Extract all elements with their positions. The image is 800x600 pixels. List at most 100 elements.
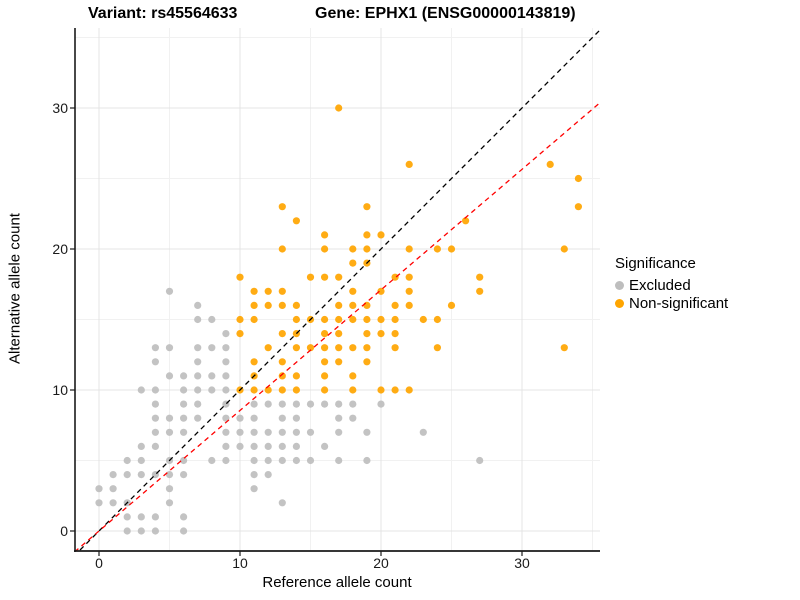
data-point	[292, 400, 300, 408]
data-point	[250, 301, 258, 309]
variant-title: Variant: rs45564633	[88, 5, 238, 22]
data-point	[321, 315, 329, 324]
data-point	[405, 160, 413, 168]
data-point	[321, 231, 329, 239]
legend-label-non-significant: Non-significant	[629, 294, 729, 312]
reference-lines	[75, 29, 600, 551]
data-point	[264, 400, 272, 408]
y-tick-label-20: 20	[52, 241, 68, 257]
data-point	[194, 358, 202, 366]
data-point	[292, 414, 300, 422]
data-point	[250, 315, 258, 324]
data-point	[405, 273, 413, 281]
data-point	[574, 203, 583, 211]
data-point	[377, 287, 385, 295]
data-point	[222, 442, 230, 450]
data-point	[222, 414, 230, 422]
data-point	[123, 513, 131, 521]
series-non-significant	[236, 104, 583, 394]
data-point	[476, 273, 484, 281]
data-point	[222, 456, 230, 465]
data-point	[250, 358, 258, 366]
data-point	[405, 287, 413, 295]
data-point	[194, 301, 202, 309]
data-point	[560, 344, 568, 352]
y-axis-title: Alternative allele count	[6, 213, 24, 364]
data-point	[151, 386, 159, 394]
data-point	[335, 273, 343, 281]
y-tick-label-10: 10	[52, 382, 68, 398]
data-point	[250, 485, 258, 493]
data-point	[236, 330, 244, 338]
data-point	[137, 527, 145, 535]
data-point	[405, 301, 413, 309]
data-point	[377, 315, 385, 324]
data-point	[292, 301, 300, 309]
data-point	[180, 428, 188, 436]
data-point	[377, 386, 385, 394]
data-point	[405, 245, 413, 253]
data-point	[419, 315, 427, 324]
data-point	[335, 344, 343, 352]
data-point	[208, 386, 216, 394]
data-point	[95, 499, 103, 507]
legend: Significance Excluded Non-significant	[615, 255, 795, 312]
data-point	[165, 414, 174, 422]
data-point	[391, 344, 399, 352]
data-point	[335, 358, 343, 366]
data-point	[278, 386, 286, 394]
data-point	[151, 527, 159, 535]
data-point	[264, 442, 272, 450]
data-point	[335, 330, 343, 338]
data-point	[208, 456, 216, 465]
data-point	[349, 259, 357, 267]
y-tick-label-0: 0	[60, 523, 68, 539]
data-point	[222, 372, 230, 380]
data-point	[292, 442, 300, 450]
x-tick-label-20: 20	[373, 555, 389, 571]
data-point	[306, 400, 315, 408]
data-point	[165, 428, 174, 436]
data-point	[321, 344, 329, 352]
data-point	[306, 344, 315, 352]
data-point	[165, 485, 174, 493]
data-point	[151, 513, 159, 521]
data-point	[363, 344, 371, 352]
data-point	[264, 456, 272, 465]
data-point	[264, 287, 272, 295]
data-point	[363, 203, 371, 211]
data-point	[250, 386, 258, 394]
x-axis-title: Reference allele count	[262, 574, 412, 591]
data-point	[165, 372, 174, 380]
data-point	[151, 442, 159, 450]
x-tick-label-10: 10	[232, 555, 248, 571]
data-point	[151, 414, 159, 422]
data-point	[349, 386, 357, 394]
data-point	[335, 301, 343, 309]
gene-title: Gene: EPHX1 (ENSG00000143819)	[315, 5, 576, 22]
data-point	[278, 203, 286, 211]
data-point	[363, 428, 371, 436]
data-point	[292, 344, 300, 352]
data-point	[250, 456, 258, 465]
data-point	[560, 245, 568, 253]
data-point	[264, 471, 272, 479]
data-point	[278, 358, 286, 366]
data-point	[123, 527, 131, 535]
data-point	[264, 428, 272, 436]
data-point	[433, 344, 441, 352]
data-point	[194, 414, 202, 422]
data-point	[405, 386, 413, 394]
data-point	[292, 428, 300, 436]
data-point	[363, 231, 371, 239]
data-point	[250, 400, 258, 408]
legend-item-excluded: Excluded	[615, 276, 795, 294]
data-point	[278, 414, 286, 422]
data-point	[349, 414, 357, 422]
data-point	[306, 456, 315, 465]
data-point	[363, 456, 371, 465]
series-excluded	[95, 287, 484, 535]
data-point	[123, 471, 131, 479]
data-point	[250, 471, 258, 479]
